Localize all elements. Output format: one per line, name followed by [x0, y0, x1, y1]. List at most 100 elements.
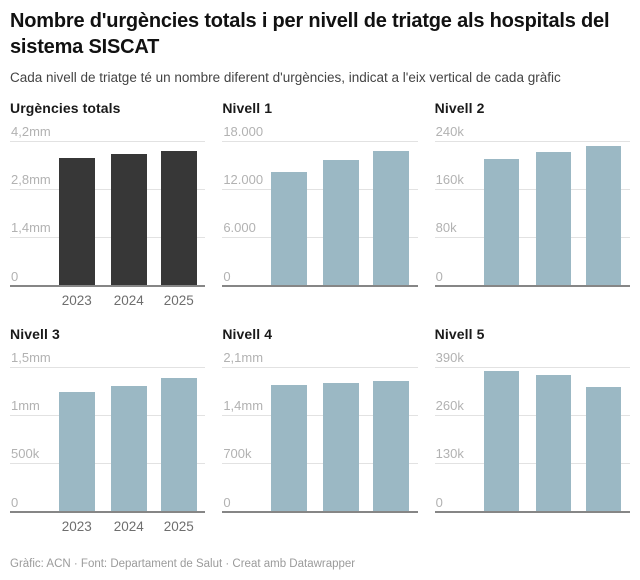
chart-title: Nivell 2 [434, 99, 485, 116]
attribution-text: Gràfic: ACN · Font: Departament de Salut… [10, 557, 356, 570]
gridline [222, 366, 418, 368]
y-tick-label: 0 [223, 494, 231, 510]
chart-x-axis: 2023 2024 2025 [10, 517, 205, 537]
y-tick-label: 4,2mm [11, 123, 51, 139]
page-title: Nombre d'urgències totals i per nivell d… [10, 10, 610, 58]
bar-2023 [271, 172, 307, 287]
gridline [434, 140, 630, 142]
y-tick-label: 130k [435, 446, 464, 462]
x-tick-label: 2024 [113, 292, 144, 308]
small-multiples-grid: Urgències totals 0 1,4mm 2,8mm 4,2mm 2023 20… [10, 100, 630, 537]
gridline [434, 414, 630, 416]
y-tick-label: 2,1mm [223, 349, 264, 365]
y-tick-label: 18.000 [223, 123, 264, 139]
y-tick-label: 0 [11, 268, 19, 284]
bar-2024 [535, 374, 572, 513]
gridline [10, 140, 206, 142]
bar-2024 [535, 152, 572, 287]
chart-plot-area: 0 1,4mm 2,8mm 4,2mm [10, 125, 206, 287]
attribution-footer: Gràfic: ACN · Font: Departament de Salut… [10, 558, 630, 570]
x-tick-label: 2024 [113, 518, 144, 534]
gridline [10, 237, 206, 239]
bar-2025 [373, 380, 409, 513]
y-tick-label: 6.000 [223, 220, 256, 236]
chart-title: Nivell 4 [222, 325, 273, 342]
zero-axis-line [222, 510, 418, 513]
chart-nivell-3: Nivell 3 0 500k 1mm 1,5mm 2023 2024 2025 [10, 325, 206, 537]
chart-title: Urgències totals [10, 99, 121, 116]
chart-plot-area: 0 130k 260k 390k [434, 351, 630, 513]
bar-2024 [323, 160, 359, 287]
gridline [10, 366, 206, 368]
gridline [434, 188, 630, 190]
gridline [434, 366, 630, 368]
bar-2024 [110, 385, 147, 513]
y-tick-label: 1,5mm [11, 349, 51, 365]
chart-nivell-2: Nivell 2 0 80k 160k 240k [434, 99, 630, 311]
chart-title: Nivell 5 [434, 325, 485, 342]
bar-2025 [585, 146, 622, 287]
x-tick-label: 2025 [163, 518, 194, 534]
gridline [222, 237, 418, 239]
bar-2025 [373, 151, 409, 287]
y-tick-label: 1,4mm [223, 397, 264, 413]
y-tick-label: 1mm [11, 397, 40, 413]
chart-x-axis [222, 517, 417, 537]
gridline [10, 463, 206, 465]
chart-plot-area: 0 80k 160k 240k [434, 125, 630, 287]
chart-plot-area: 0 6.000 12.000 18.000 [222, 125, 418, 287]
bar-2025 [160, 378, 197, 513]
chart-plot-area: 0 700k 1,4mm 2,1mm [222, 351, 418, 513]
chart-x-axis [222, 291, 417, 311]
gridline [10, 414, 206, 416]
x-tick-label: 2023 [61, 292, 92, 308]
bar-2023 [59, 391, 95, 513]
y-tick-label: 0 [435, 494, 443, 510]
zero-axis-line [434, 510, 630, 513]
chart-title: Nivell 3 [10, 325, 60, 342]
chart-x-axis [435, 291, 630, 311]
y-tick-label: 80k [435, 220, 457, 236]
y-tick-label: 12.000 [223, 171, 264, 187]
gridline [434, 463, 630, 465]
y-tick-label: 0 [11, 494, 19, 510]
x-tick-label: 2023 [61, 518, 92, 534]
bar-2024 [323, 382, 359, 513]
y-tick-label: 1,4mm [11, 220, 51, 236]
bar-2023 [59, 157, 95, 287]
zero-axis-line [222, 284, 418, 287]
zero-axis-line [434, 284, 630, 287]
y-tick-label: 0 [223, 268, 231, 284]
y-tick-label: 0 [435, 268, 443, 284]
y-tick-label: 390k [435, 349, 464, 365]
gridline [222, 463, 418, 465]
y-tick-label: 160k [435, 171, 464, 187]
page-subtitle: Cada nivell de triatge té un nombre dife… [10, 70, 561, 85]
chart-header: Nombre d'urgències totals i per nivell d… [10, 8, 630, 87]
bar-2025 [585, 386, 622, 513]
bar-2023 [271, 384, 307, 513]
chart-x-axis: 2023 2024 2025 [10, 291, 205, 311]
gridline [434, 237, 630, 239]
gridline [10, 188, 206, 190]
chart-urgencies-totals: Urgències totals 0 1,4mm 2,8mm 4,2mm 2023 20… [10, 99, 206, 311]
zero-axis-line [10, 510, 206, 513]
chart-nivell-4: Nivell 4 0 700k 1,4mm 2,1mm [222, 325, 418, 537]
bar-2023 [483, 159, 520, 287]
gridline [222, 188, 418, 190]
y-tick-label: 500k [11, 446, 40, 462]
y-tick-label: 700k [223, 446, 252, 462]
chart-x-axis [435, 517, 630, 537]
gridline [222, 414, 418, 416]
bar-2023 [483, 371, 520, 513]
chart-title: Nivell 1 [222, 99, 273, 116]
chart-nivell-5: Nivell 5 0 130k 260k 390k [434, 325, 630, 537]
y-tick-label: 2,8mm [11, 171, 51, 187]
y-tick-label: 260k [435, 397, 464, 413]
chart-nivell-1: Nivell 1 0 6.000 12.000 18.000 [222, 99, 418, 311]
chart-plot-area: 0 500k 1mm 1,5mm [10, 351, 206, 513]
bar-2024 [110, 153, 147, 287]
gridline [222, 140, 418, 142]
bar-2025 [160, 151, 197, 287]
